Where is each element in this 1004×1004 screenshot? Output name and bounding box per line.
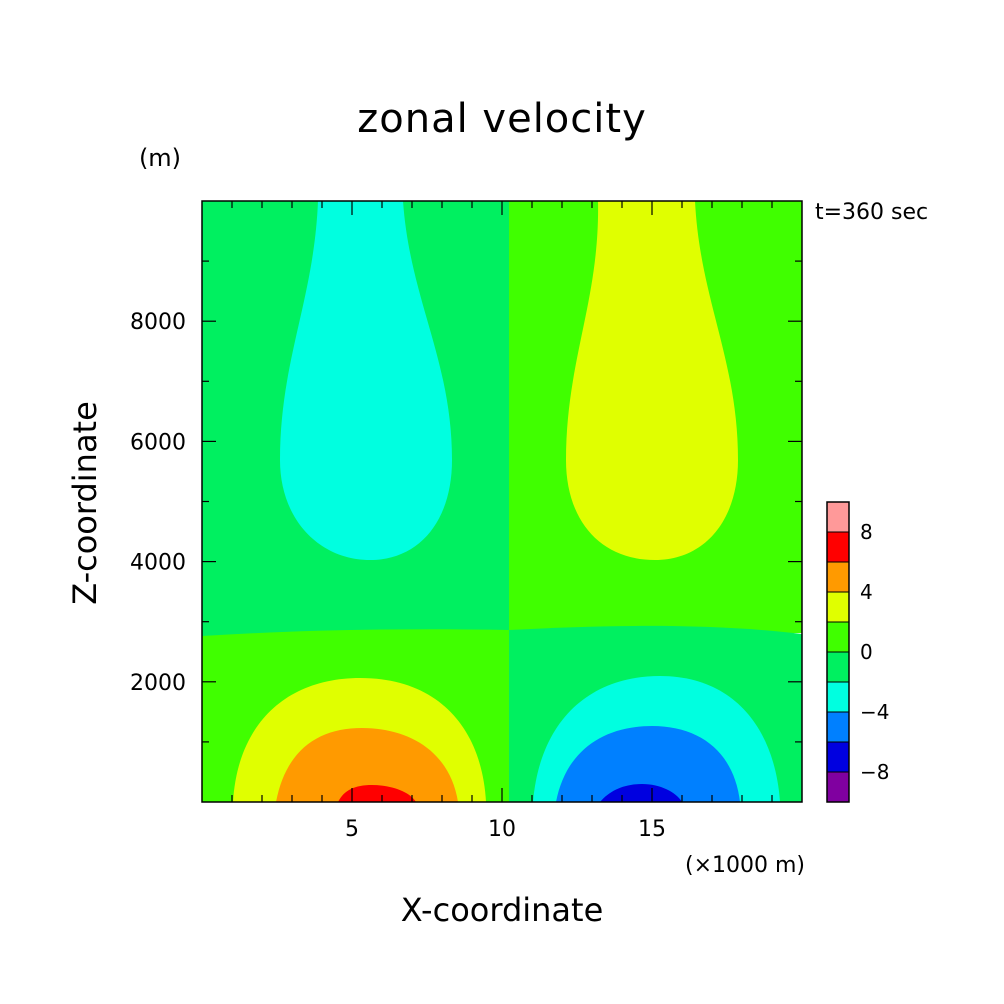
colorbar-segment xyxy=(826,771,850,803)
x-axis-ticks xyxy=(231,201,773,802)
colorbar-tick-label: 0 xyxy=(860,640,873,664)
y-tick-label: 6000 xyxy=(130,430,186,455)
colorbar-segment xyxy=(826,561,850,593)
lower-right-band-neg4-to-neg6 xyxy=(556,726,740,802)
colorbar xyxy=(826,501,850,803)
colorbar-segment xyxy=(826,501,850,533)
contour-fill xyxy=(202,201,802,802)
x-tick-label: 5 xyxy=(345,817,359,842)
x-tick-label: 15 xyxy=(638,817,666,842)
colorbar-segment xyxy=(826,741,850,773)
colorbar-tick-label: −8 xyxy=(860,760,889,784)
colorbar-segment xyxy=(826,531,850,563)
lower-right-band-neg6-to-neg10 xyxy=(600,784,682,802)
y-unit-label: (m) xyxy=(139,144,181,172)
colorbar-labels: −8 −4 0 4 8 xyxy=(860,520,889,784)
colorbar-tick-label: 8 xyxy=(860,520,873,544)
x-tick-label: 10 xyxy=(488,817,516,842)
y-axis-ticks xyxy=(202,260,802,743)
y-tick-label: 4000 xyxy=(130,551,186,576)
colorbar-tick-label: −4 xyxy=(860,700,889,724)
colorbar-tick-label: 4 xyxy=(860,580,873,604)
upper-left-negative-lobe xyxy=(280,201,452,560)
colorbar-segment xyxy=(826,681,850,713)
colorbar-frame xyxy=(826,501,850,803)
lower-left-band-4-to-6 xyxy=(276,728,458,802)
colorbar-segment xyxy=(826,711,850,743)
chart-title: zonal velocity xyxy=(357,96,647,142)
x-axis-title: X-coordinate xyxy=(401,891,604,929)
colorbar-segment xyxy=(826,591,850,623)
y-tick-label: 8000 xyxy=(130,310,186,335)
lower-left-band-6-to-10 xyxy=(338,785,416,802)
time-label: t=360 sec xyxy=(815,200,928,225)
y-tick-label: 2000 xyxy=(130,671,186,696)
y-axis-title: Z-coordinate xyxy=(66,401,104,605)
colorbar-segment xyxy=(826,621,850,653)
x-unit-label: (×1000 m) xyxy=(685,853,805,878)
colorbar-segment xyxy=(826,651,850,683)
upper-right-positive-lobe xyxy=(566,201,738,560)
